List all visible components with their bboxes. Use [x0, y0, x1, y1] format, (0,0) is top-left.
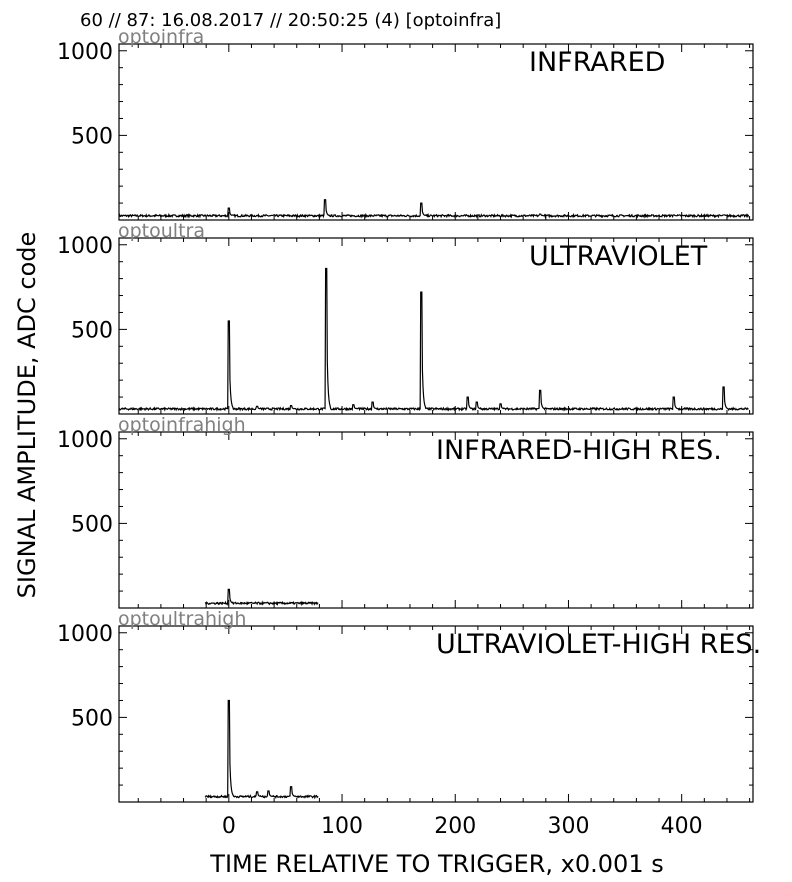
signal-trace — [118, 199, 750, 219]
plot-frame — [118, 625, 754, 803]
y-tick-label: 500 — [71, 124, 113, 149]
panel-tag: optoinfra — [118, 26, 204, 48]
chart-header: 60 // 87: 16.08.2017 // 20:50:25 (4) [op… — [80, 10, 501, 31]
y-tick-label: 1000 — [57, 234, 113, 259]
y-tick-label: 1000 — [57, 40, 113, 65]
y-tick-label: 1000 — [57, 428, 113, 453]
y-axis-label: SIGNAL AMPLITUDE, ADC code — [13, 232, 41, 599]
x-tick-label: 400 — [661, 814, 703, 839]
panel-optoultrahigh: 500 1000 0 100 200 300 400 optoultrahigh ULTRAVI… — [57, 608, 761, 839]
signal-trace — [204, 588, 319, 607]
panel-tag: optoultra — [118, 220, 205, 242]
y-tick-label: 1000 — [57, 622, 113, 647]
y-tick-label: 500 — [71, 706, 113, 731]
x-tick-label: 0 — [222, 814, 236, 839]
x-axis-label: TIME RELATIVE TO TRIGGER, x0.001 s — [209, 850, 663, 878]
plot-frame — [118, 43, 754, 221]
plot-frame — [118, 431, 754, 609]
signal-trace — [118, 267, 749, 412]
y-tick-label: 500 — [71, 318, 113, 343]
y-tick-label: 500 — [71, 512, 113, 537]
signal-trace — [204, 699, 319, 800]
panel-title: ULTRAVIOLET-HIGH RES. — [436, 629, 761, 660]
x-tick-label: 300 — [547, 814, 589, 839]
x-tick-label: 200 — [434, 814, 476, 839]
panel-title: INFRARED — [529, 47, 665, 78]
x-tick-label: 100 — [321, 814, 363, 839]
panel-tag: optoinfrahigh — [118, 414, 246, 436]
panel-title: INFRARED-HIGH RES. — [436, 435, 722, 466]
panel-tag: optoultrahigh — [118, 608, 246, 630]
panels: 5001000optoinfraINFRARED5001000optoultra… — [57, 26, 761, 839]
plot-frame — [118, 237, 754, 415]
panel-title: ULTRAVIOLET — [529, 241, 708, 272]
